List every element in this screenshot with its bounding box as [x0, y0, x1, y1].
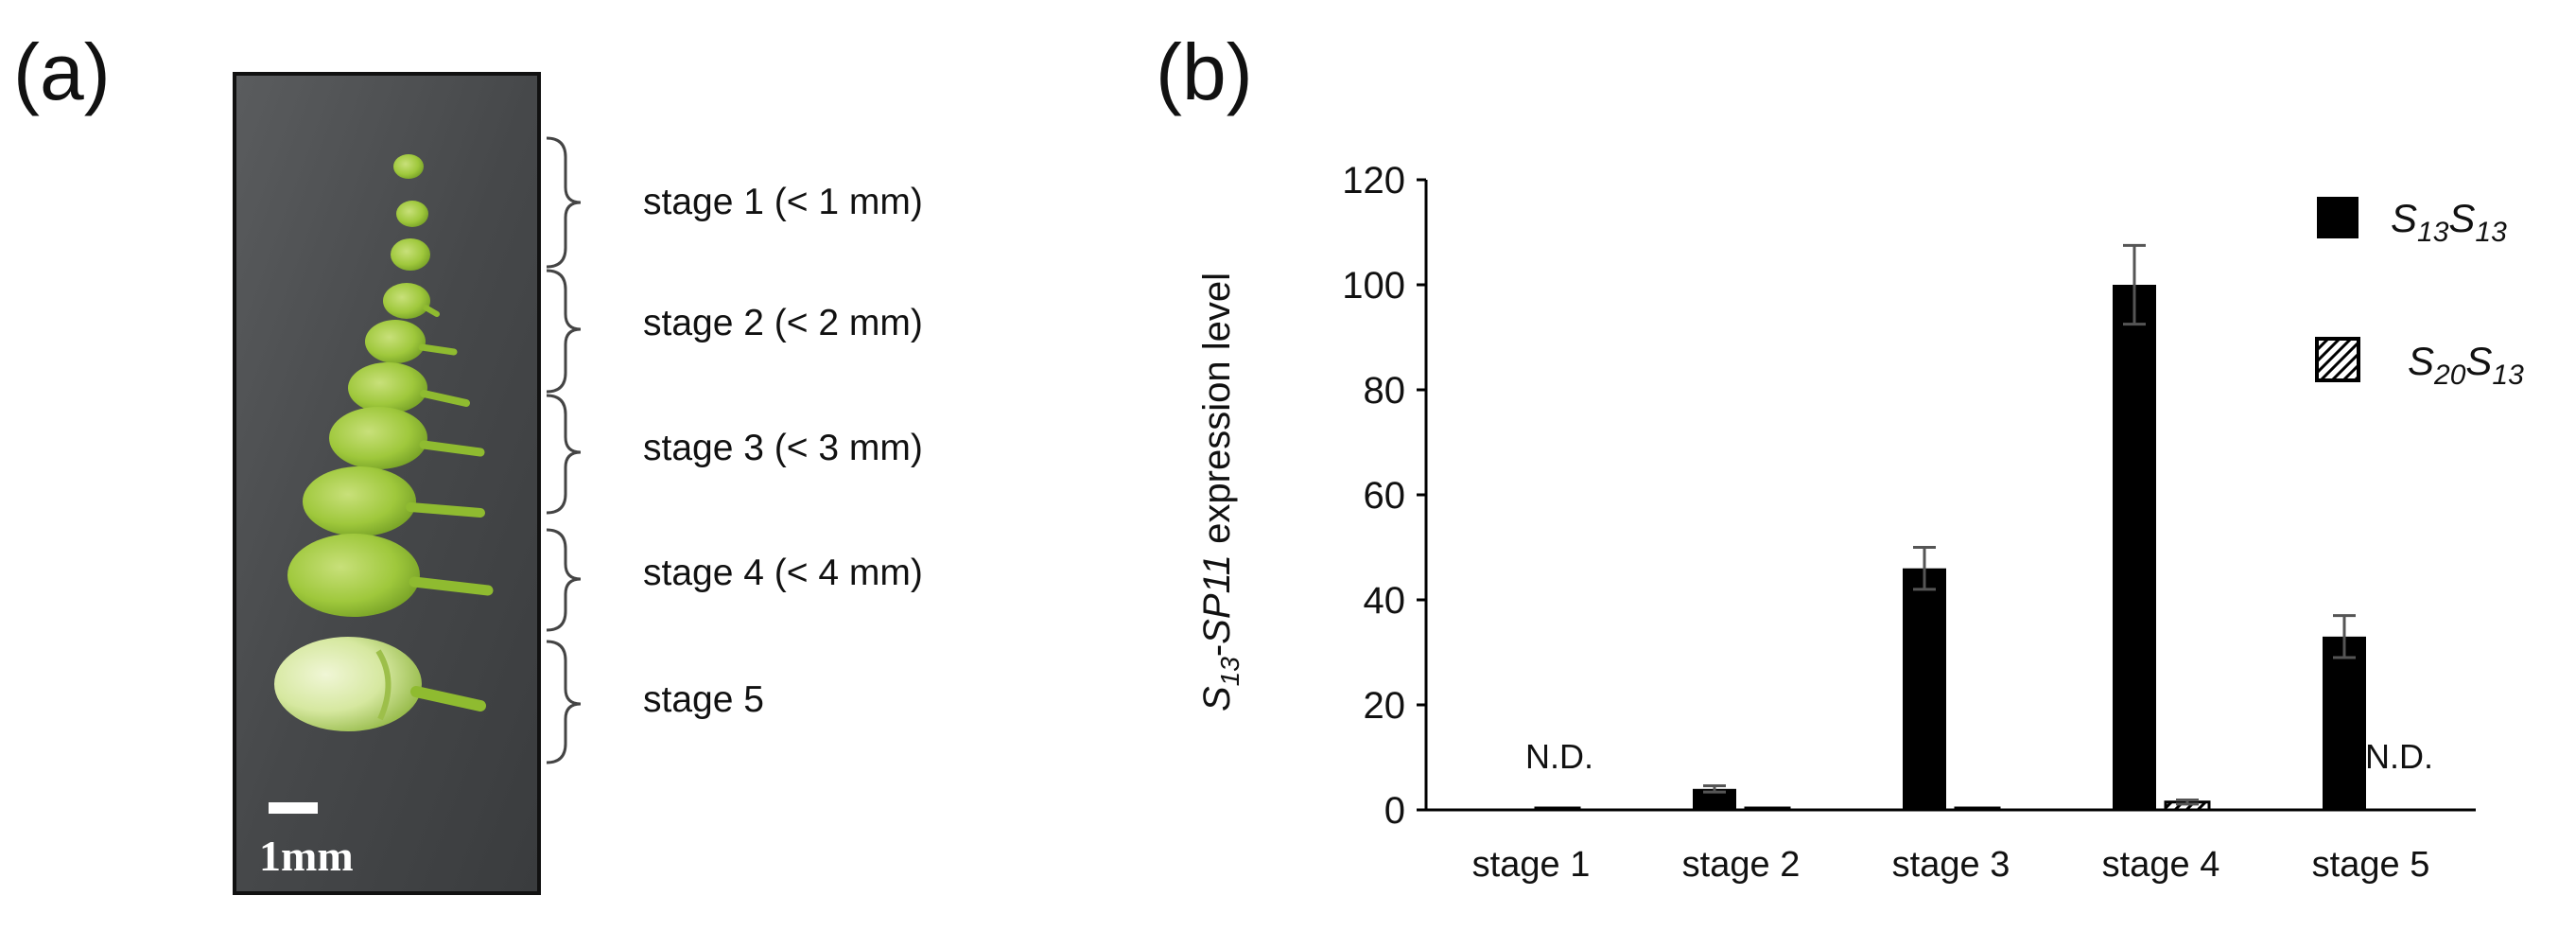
flower-bud-photo: 1mm: [233, 72, 541, 895]
bar-s13s13-stage-2: [1693, 788, 1736, 810]
panel-b-label: (b): [1156, 27, 1253, 116]
y-tick-label-80: 80: [1364, 370, 1406, 412]
y-tick-label-120: 120: [1342, 160, 1405, 202]
bar-s13s13-stage-4: [2113, 285, 2156, 810]
x-tick-label-2: stage 2: [1682, 845, 1801, 885]
error-bar-s13s13-stage-5: [2333, 614, 2356, 659]
annotation-nd-2: N.D.: [2365, 737, 2433, 776]
error-bar-s13s13-stage-3: [1913, 546, 1936, 591]
y-axis-title: S13-SP11 expression level: [1196, 272, 1244, 711]
bar-s13s13-stage-5: [2323, 636, 2366, 810]
stage-1-label: stage 1 (< 1 mm): [643, 182, 923, 222]
y-tick-label-100: 100: [1342, 265, 1405, 307]
x-tick-label-3: stage 3: [1892, 845, 2010, 885]
stage-2-label: stage 2 (< 2 mm): [643, 303, 923, 343]
y-tick-label-20: 20: [1364, 685, 1406, 727]
annotation-nd-1: N.D.: [1525, 737, 1593, 776]
stage-4-label: stage 4 (< 4 mm): [643, 553, 923, 593]
legend-swatch-s13s13: [2317, 197, 2358, 238]
scale-bar: [269, 802, 318, 814]
legend-label-s13s13: S13S13: [2391, 196, 2507, 248]
legend: S13S13 S20S13: [2315, 196, 2524, 391]
error-bar-s13s13-stage-4: [2123, 243, 2146, 326]
legend-label-s20s13: S20S13: [2408, 339, 2524, 391]
bar-s20s13-stage-1: [1534, 806, 1581, 812]
bar-s20s13-stage-3: [1954, 806, 2001, 812]
y-tick-label-40: 40: [1364, 580, 1406, 622]
legend-swatch-s20s13: [2315, 337, 2360, 382]
bar-s20s13-stage-2: [1744, 806, 1791, 812]
bar-s13s13-stage-3: [1903, 568, 1946, 810]
error-bar-s13s13-stage-2: [1703, 783, 1726, 794]
x-tick-label-5: stage 5: [2312, 845, 2430, 885]
scale-label: 1mm: [259, 832, 354, 880]
x-tick-label-4: stage 4: [2102, 845, 2220, 885]
y-tick-label-60: 60: [1364, 475, 1406, 517]
panel-a-label: (a): [13, 27, 111, 116]
flower-bud-illustration: 1mm: [236, 76, 537, 891]
stage-3-label: stage 3 (< 3 mm): [643, 428, 923, 468]
error-bar-s20s13-stage-4: [2176, 798, 2199, 806]
y-tick-label-0: 0: [1384, 790, 1405, 832]
x-tick-label-1: stage 1: [1472, 845, 1591, 885]
stage-5-label: stage 5: [643, 679, 764, 720]
